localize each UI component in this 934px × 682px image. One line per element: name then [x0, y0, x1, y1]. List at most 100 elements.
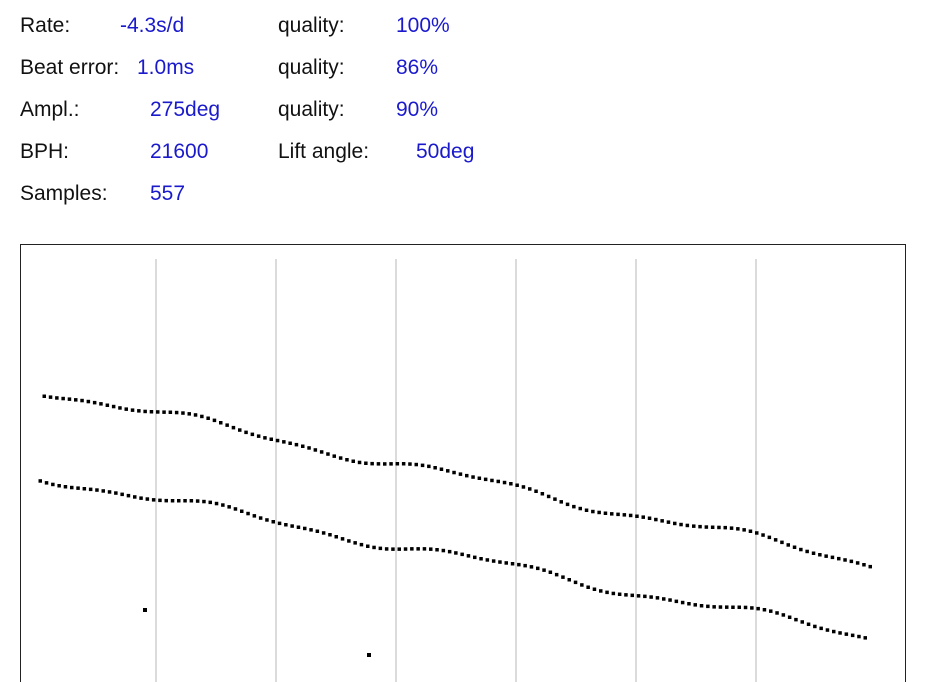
dot: [843, 558, 847, 562]
dot: [510, 562, 515, 566]
dot: [86, 399, 91, 404]
dot: [408, 462, 412, 466]
dot: [296, 525, 301, 529]
dot: [214, 501, 219, 506]
label: BPH:: [20, 140, 70, 163]
dot: [781, 613, 786, 617]
dot: [755, 531, 759, 535]
dot: [504, 561, 508, 565]
dot: [397, 547, 401, 551]
dot: [693, 603, 697, 607]
dot: [662, 597, 666, 601]
dot: [183, 499, 187, 503]
dot: [521, 485, 526, 489]
dot: [288, 441, 292, 445]
dot: [479, 557, 483, 561]
dot: [76, 486, 80, 490]
dot: [225, 423, 229, 427]
dot: [542, 568, 546, 572]
dot: [592, 587, 597, 591]
value: 100%: [396, 14, 450, 37]
dot: [282, 440, 286, 444]
dot: [559, 500, 563, 504]
dot: [338, 456, 343, 460]
dot: [177, 499, 181, 503]
dot: [372, 545, 376, 550]
dot: [340, 537, 345, 541]
dot: [378, 546, 383, 551]
dot: [773, 538, 778, 542]
dot: [756, 606, 760, 611]
dot: [227, 505, 231, 509]
dot: [427, 464, 431, 469]
label: quality:: [278, 98, 345, 121]
dot: [359, 542, 364, 547]
dot: [111, 404, 116, 409]
dot: [162, 410, 166, 414]
dot: [824, 554, 828, 558]
dot: [137, 409, 141, 413]
dot: [528, 487, 532, 491]
dot: [622, 513, 627, 517]
dot: [376, 462, 381, 466]
dot: [718, 605, 723, 609]
dot: [168, 410, 173, 414]
dot: [517, 562, 521, 567]
dot: [63, 485, 68, 489]
value: -4.3s/d: [120, 14, 185, 37]
dot: [326, 452, 330, 456]
dot: [485, 558, 490, 562]
dot: [114, 491, 118, 495]
value: 275deg: [150, 98, 221, 121]
dot: [174, 410, 179, 415]
dot: [534, 489, 538, 493]
dot: [164, 498, 168, 503]
dot: [357, 460, 362, 465]
dot: [133, 495, 137, 499]
dot: [208, 500, 212, 505]
dot: [515, 483, 519, 487]
dot: [460, 552, 464, 557]
dot: [799, 547, 803, 552]
dot: [328, 533, 332, 537]
dot: [654, 517, 658, 522]
dot: [256, 434, 261, 438]
dot: [586, 585, 590, 589]
dot: [307, 446, 311, 450]
dot: [473, 555, 477, 560]
value: 557: [150, 182, 186, 205]
dot: [584, 508, 589, 512]
label: quality:: [278, 56, 345, 79]
dot: [367, 653, 371, 657]
dot: [762, 608, 767, 612]
dot: [647, 516, 652, 520]
dot: [636, 594, 641, 598]
dot: [107, 490, 112, 494]
dot: [868, 564, 872, 569]
dot: [750, 606, 754, 610]
dot: [187, 412, 191, 416]
dot: [345, 458, 349, 462]
dot: [42, 394, 46, 398]
dot: [498, 560, 502, 564]
dot: [679, 522, 683, 527]
dot: [439, 467, 444, 471]
value: 1.0ms: [137, 56, 195, 79]
dot: [767, 535, 772, 540]
dot: [837, 556, 841, 561]
dot: [717, 525, 721, 530]
dot: [641, 515, 645, 519]
dot: [105, 403, 110, 407]
dot: [862, 563, 866, 567]
label: Lift angle:: [278, 140, 370, 163]
label: Ampl.:: [20, 98, 80, 121]
dot: [313, 448, 318, 452]
dot: [145, 497, 150, 501]
dot: [38, 479, 42, 483]
dot: [863, 636, 867, 640]
dot: [832, 629, 836, 634]
dot: [635, 514, 639, 518]
dot: [82, 487, 87, 491]
value: 86%: [396, 56, 439, 79]
